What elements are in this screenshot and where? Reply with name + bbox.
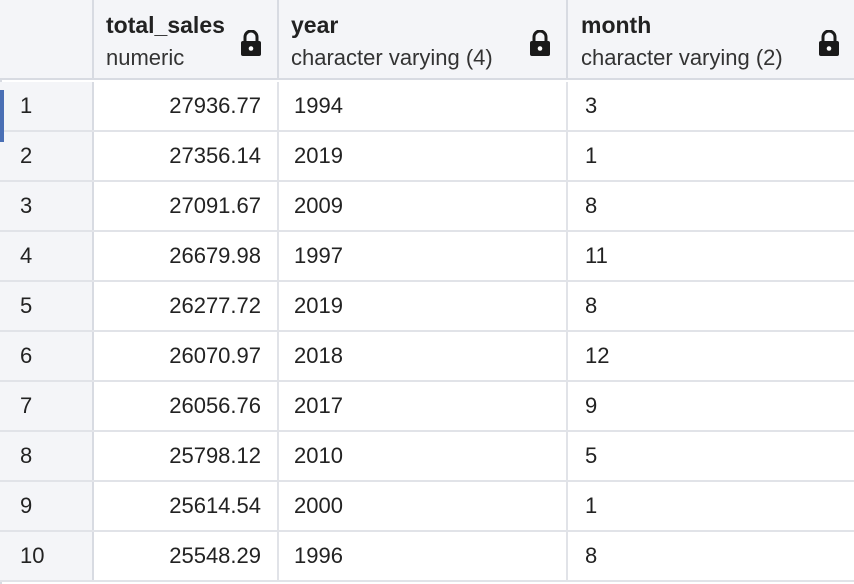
cell-year[interactable]: 1996	[279, 532, 568, 580]
column-type: character varying (4)	[291, 45, 493, 70]
column-type: character varying (2)	[581, 45, 783, 70]
table-row[interactable]: 2 27356.14 2019 1	[0, 132, 854, 182]
cell-total-sales[interactable]: 26070.97	[94, 332, 279, 380]
column-name: total_sales	[106, 12, 225, 38]
cell-month[interactable]: 8	[585, 193, 598, 218]
row-number[interactable]: 6	[0, 332, 94, 380]
row-number[interactable]: 5	[0, 282, 94, 330]
cell-year[interactable]: 2009	[279, 182, 568, 230]
table-row[interactable]: 3 27091.67 2009 8	[0, 182, 854, 232]
row-number[interactable]: 1	[0, 82, 94, 130]
column-type: numeric	[106, 45, 185, 70]
cell-year[interactable]: 2010	[279, 432, 568, 480]
cell-month[interactable]: 1	[585, 493, 598, 518]
column-name: month	[581, 12, 652, 38]
cell-month[interactable]: 8	[585, 543, 598, 568]
row-number[interactable]: 3	[0, 182, 94, 230]
cell-total-sales[interactable]: 27936.77	[94, 82, 279, 130]
cell-month[interactable]: 5	[585, 443, 598, 468]
row-number[interactable]: 8	[0, 432, 94, 480]
table-row[interactable]: 6 26070.97 2018 12	[0, 332, 854, 382]
lock-icon	[241, 30, 261, 56]
cell-month[interactable]: 12	[585, 343, 610, 368]
cell-year[interactable]: 2000	[279, 482, 568, 530]
row-number[interactable]: 4	[0, 232, 94, 280]
table-row[interactable]: 1 27936.77 1994 3	[0, 82, 854, 132]
grid-header: total_sales numeric year character varyi…	[0, 0, 854, 80]
cell-month[interactable]: 3	[585, 93, 598, 118]
cell-month[interactable]: 1	[585, 143, 598, 168]
cell-total-sales[interactable]: 27091.67	[94, 182, 279, 230]
cell-year[interactable]: 2017	[279, 382, 568, 430]
table-row[interactable]: 4 26679.98 1997 11	[0, 232, 854, 282]
row-number[interactable]: 10	[0, 532, 94, 580]
table-row[interactable]: 7 26056.76 2017 9	[0, 382, 854, 432]
lock-icon	[819, 30, 839, 56]
cell-total-sales[interactable]: 27356.14	[94, 132, 279, 180]
row-number[interactable]: 9	[0, 482, 94, 530]
cell-year[interactable]: 2019	[279, 132, 568, 180]
column-header-year[interactable]: year character varying (4)	[279, 0, 568, 80]
row-number[interactable]: 2	[0, 132, 94, 180]
cell-total-sales[interactable]: 26056.76	[94, 382, 279, 430]
cell-total-sales[interactable]: 26679.98	[94, 232, 279, 280]
cell-total-sales[interactable]: 25798.12	[94, 432, 279, 480]
cell-year[interactable]: 2019	[279, 282, 568, 330]
column-header-total-sales[interactable]: total_sales numeric	[94, 0, 279, 80]
cell-total-sales[interactable]: 26277.72	[94, 282, 279, 330]
table-row[interactable]: 9 25614.54 2000 1	[0, 482, 854, 532]
row-number[interactable]: 7	[0, 382, 94, 430]
cell-total-sales[interactable]: 25548.29	[94, 532, 279, 580]
row-number-header[interactable]	[0, 0, 94, 80]
cell-month[interactable]: 11	[585, 243, 608, 268]
lock-icon	[530, 30, 550, 56]
cell-month[interactable]: 8	[585, 293, 598, 318]
cell-total-sales[interactable]: 25614.54	[94, 482, 279, 530]
cell-year[interactable]: 1997	[279, 232, 568, 280]
selected-row-marker	[0, 90, 4, 142]
column-name: year	[291, 12, 339, 38]
column-header-month[interactable]: month character varying (2)	[568, 0, 854, 80]
cell-year[interactable]: 2018	[279, 332, 568, 380]
table-row[interactable]: 8 25798.12 2010 5	[0, 432, 854, 482]
cell-year[interactable]: 1994	[279, 82, 568, 130]
table-row[interactable]: 5 26277.72 2019 8	[0, 282, 854, 332]
table-row[interactable]: 10 25548.29 1996 8	[0, 532, 854, 582]
cell-month[interactable]: 9	[585, 393, 598, 418]
